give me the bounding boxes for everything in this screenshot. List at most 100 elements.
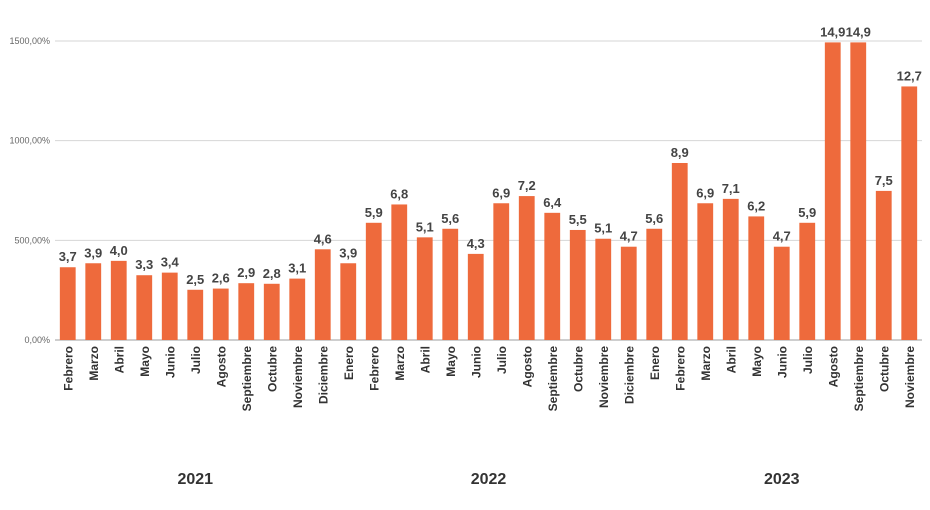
x-tick-label: Agosto [826,346,840,387]
data-label: 14,9 [846,24,871,39]
bar [416,237,433,340]
bar [799,222,816,340]
bar [136,275,153,340]
data-label: 5,6 [645,211,663,226]
x-tick-label: Noviembre [291,346,305,408]
bars [59,42,918,341]
data-label: 7,5 [875,173,893,188]
year-label: 2022 [471,471,507,488]
bar [442,228,459,340]
data-label: 2,9 [237,265,255,280]
x-tick-label: Mayo [444,346,458,377]
x-tick-label: Agosto [520,346,534,387]
data-label: 7,1 [722,181,740,196]
bar [238,283,255,340]
x-tick-label: Febrero [61,346,75,391]
data-label: 4,7 [620,229,638,244]
bar [289,278,306,340]
x-tick-label: Marzo [87,346,101,381]
y-tick-label: 1000,00% [9,136,50,146]
x-tick-label: Julio [801,346,815,374]
x-tick-label: Septiembre [240,346,254,412]
x-tick-label: Marzo [699,346,713,381]
bar [671,162,688,340]
year-labels: 2021 2022 2023 [177,471,799,488]
data-label: 14,9 [820,24,845,39]
data-label: 2,8 [263,266,281,281]
bar [391,204,408,340]
data-label: 8,9 [671,145,689,160]
bar [544,212,561,340]
data-label: 5,6 [441,211,459,226]
x-tick-label: Noviembre [903,346,917,408]
x-tick-label: Junio [163,346,177,378]
data-label: 3,9 [339,245,357,260]
bar [187,289,204,340]
bar [646,228,663,340]
bar [263,283,280,340]
x-tick-label: Septiembre [852,346,866,412]
x-tick-label: Febrero [673,346,687,391]
data-label: 12,7 [897,68,922,83]
x-tick-label: Marzo [393,346,407,381]
data-label: 4,3 [467,236,485,251]
data-label: 6,9 [696,185,714,200]
bar [620,246,637,340]
x-tick-label: Abril [112,346,126,373]
bar [59,267,76,340]
x-tick-label: Junio [469,346,483,378]
x-tick-label: Junio [775,346,789,378]
y-tick-label: 500,00% [14,235,50,245]
data-label: 5,9 [798,205,816,220]
year-label: 2021 [177,471,213,488]
data-label: 5,5 [569,212,587,227]
bar [875,190,892,340]
x-tick-label: Julio [189,346,203,374]
bar [697,203,714,340]
data-label: 5,9 [365,205,383,220]
bar [722,198,739,340]
data-label: 3,3 [135,257,153,272]
data-label: 6,4 [543,195,562,210]
x-tick-label: Septiembre [546,346,560,412]
y-tick-label: 1500,00% [9,36,50,46]
data-labels: 3,7 3,9 4,0 3,3 3,4 2,5 2,6 2,9 2,8 3,1 4,6 3,9 5,9 6… [59,24,922,286]
data-label: 2,6 [212,271,230,286]
bar [773,246,790,340]
bar [518,196,535,340]
year-label: 2023 [764,471,800,488]
bar [569,229,586,340]
data-label: 4,7 [773,229,791,244]
bar [467,253,484,340]
data-label: 4,6 [314,231,332,246]
x-tick-label: Mayo [750,346,764,377]
data-label: 3,7 [59,249,77,264]
bar [85,263,102,340]
bar [314,249,331,340]
x-tick-label: Febrero [367,346,381,391]
x-tick-label: Abril [724,346,738,373]
data-label: 3,4 [161,255,180,270]
data-label: 6,2 [747,198,765,213]
bar [901,86,918,340]
bar [595,238,612,340]
x-tick-label: Mayo [138,346,152,377]
data-label: 2,5 [186,272,204,287]
data-label: 6,8 [390,186,408,201]
x-tick-label: Julio [495,346,509,374]
x-tick-labels: Febrero Marzo Abril Mayo Junio Julio Agosto Sep… [61,346,917,412]
x-tick-label: Agosto [214,346,228,387]
x-tick-label: Octubre [265,346,279,392]
bar [493,203,510,340]
x-tick-label: Octubre [877,346,891,392]
x-tick-label: Diciembre [622,346,636,404]
data-label: 3,9 [84,245,102,260]
data-label: 4,0 [110,243,128,258]
bar [110,260,127,340]
x-tick-label: Enero [648,346,662,380]
bar [748,216,765,340]
data-label: 5,1 [594,221,612,236]
bar [824,42,841,341]
data-label: 6,9 [492,185,510,200]
